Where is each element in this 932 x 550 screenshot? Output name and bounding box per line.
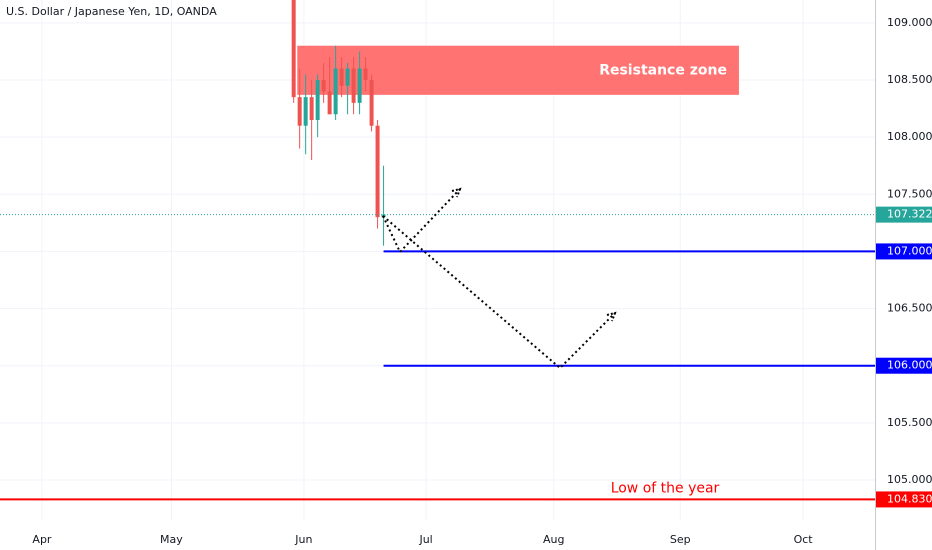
candle-body	[357, 68, 362, 103]
arrow-head	[451, 187, 462, 198]
candle-body	[321, 80, 326, 92]
chart-title: U.S. Dollar / Japanese Yen, 1D, OANDA	[6, 5, 217, 18]
level-badge	[876, 357, 932, 374]
zone-label: Resistance zone	[599, 62, 727, 78]
x-tick-label: Apr	[32, 533, 52, 546]
level-badge	[876, 243, 932, 260]
projection-arrow	[382, 215, 616, 370]
candle-body	[375, 125, 380, 218]
y-tick-label: 108.500	[887, 73, 932, 86]
candle-body	[369, 80, 374, 126]
level-annotation: Low of the year	[611, 480, 720, 496]
y-tick-label: 107.500	[887, 187, 932, 200]
overlay: Resistance zone Low of the year	[382, 62, 727, 496]
x-tick-label: May	[160, 533, 183, 546]
candle-body	[345, 68, 350, 86]
x-tick-label: Jun	[294, 533, 312, 546]
candle-body	[363, 68, 368, 80]
level-badge	[876, 491, 932, 508]
candle-body	[315, 80, 320, 120]
y-tick-label: 109.000	[887, 16, 932, 29]
plot-area	[0, 0, 875, 501]
last-price-badge	[876, 206, 932, 223]
x-tick-label: Jul	[418, 533, 432, 546]
candle-body	[333, 68, 338, 115]
x-tick-label: Oct	[794, 533, 814, 546]
level-label: 106.000	[887, 359, 932, 372]
y-tick-label: 108.000	[887, 130, 932, 143]
axes: 105.000 105.500 106.000 106.500 107.000 107.5…	[32, 16, 932, 546]
y-tick-label: 105.000	[887, 473, 932, 486]
x-tick-label: Aug	[543, 533, 564, 546]
candle-body	[351, 68, 356, 103]
candle-body	[303, 97, 308, 126]
last-price-label: 107.322	[887, 208, 932, 221]
level-label: 107.000	[887, 244, 932, 257]
candle-body	[339, 68, 344, 86]
candle-body	[309, 97, 314, 120]
candle-body	[291, 0, 296, 98]
y-tick-label: 105.500	[887, 416, 932, 429]
candle-body	[327, 91, 332, 115]
level-label: 104.830	[887, 492, 932, 505]
y-tick-label: 106.500	[887, 302, 932, 315]
arrow-head	[606, 311, 617, 322]
candle-body	[297, 97, 302, 126]
x-tick-label: Sep	[670, 533, 691, 546]
